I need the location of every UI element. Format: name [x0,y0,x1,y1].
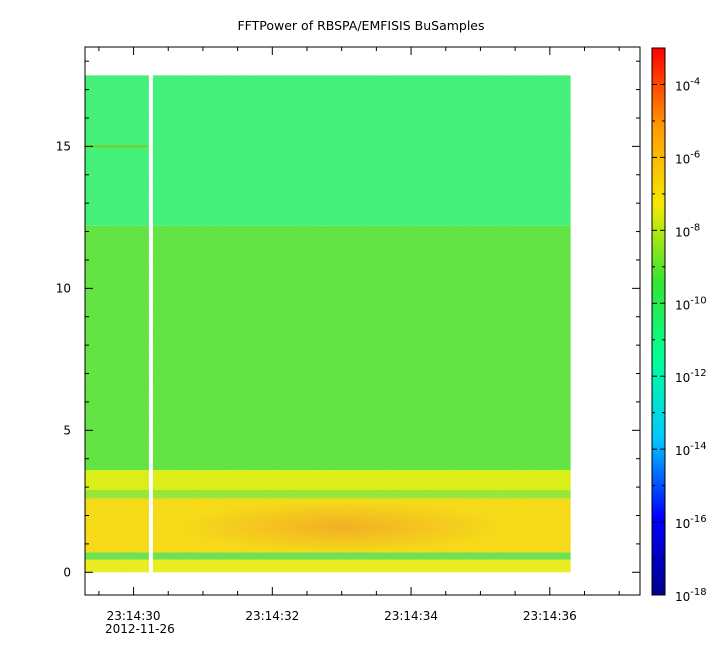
colorbar-gradient [651,47,666,596]
colorbar-tick-label: 10-10 [675,295,707,312]
x-tick-label: 23:14:32 [245,609,299,623]
x-tick-label: 23:14:30 [107,609,161,623]
chart-title: FFTPower of RBSPA/EMFISIS BuSamples [237,18,484,33]
colorbar-ticks: 10-4 10-6 10-8 10-10 10-12 10-14 10-16 10-18 [652,47,707,604]
colorbar-tick-label: 10-12 [675,368,707,385]
y-tick-label: 5 [63,423,71,437]
y-tick-label: 0 [63,565,71,579]
y-tick-label: 10 [56,281,71,295]
data-gap [148,75,153,573]
x-tick-label: 23:14:34 [384,609,438,623]
x-date-label: 2012-11-26 [105,622,175,636]
heatmap-area [85,75,571,573]
plot-frame [84,46,641,596]
x-tick-label: 23:14:36 [523,609,577,623]
colorbar-tick-label: 10-4 [675,76,700,93]
colorbar-tick-label: 10-18 [675,587,707,604]
y-axis: 0 5 10 15 [56,60,640,579]
colorbar-tick-label: 10-8 [675,222,700,239]
colorbar: 10-4 10-6 10-8 10-10 10-12 10-14 10-16 10-18 [651,47,707,604]
colorbar-tick-label: 10-16 [675,514,707,531]
colorbar-tick-label: 10-14 [675,441,707,458]
x-axis: 23:14:30 23:14:32 23:14:34 23:14:36 [98,47,620,623]
colorbar-tick-label: 10-6 [675,149,700,166]
heatmap-noise [85,75,571,573]
y-tick-label: 15 [56,139,71,153]
